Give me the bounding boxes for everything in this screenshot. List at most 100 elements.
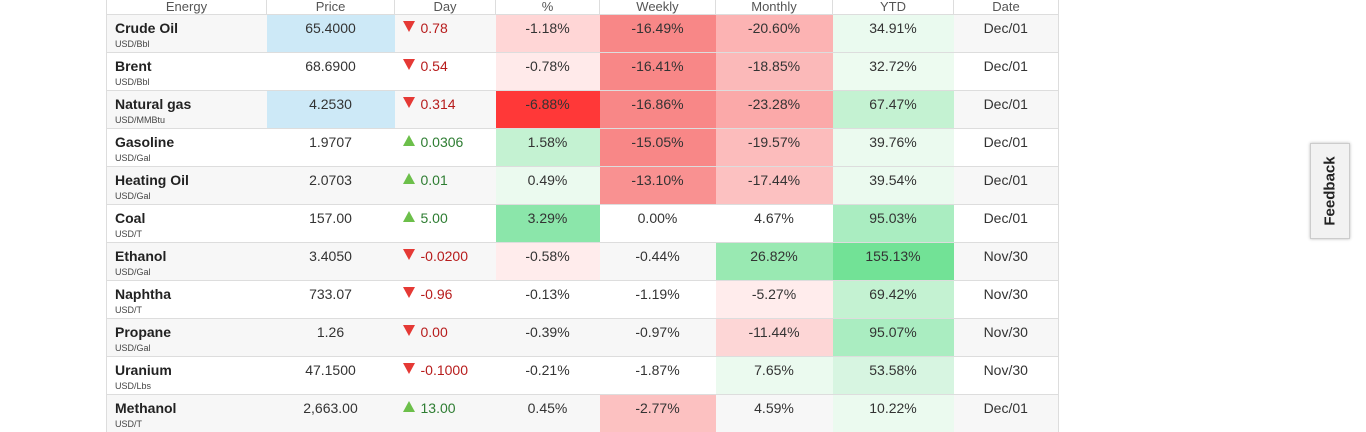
price: 157.00 [267, 205, 395, 226]
weekly-cell: 0.00% [600, 205, 716, 243]
weekly: -13.10% [600, 167, 716, 188]
percent-cell: 1.58% [496, 129, 600, 167]
date-cell: Dec/01 [954, 395, 1059, 432]
price-cell: 4.2530 [267, 91, 395, 129]
date: Nov/30 [954, 281, 1059, 302]
monthly-cell: -5.27% [716, 281, 833, 319]
monthly-cell: -18.85% [716, 53, 833, 91]
commodity-name: Ethanol [115, 243, 267, 264]
day-change: 13.00 [421, 400, 456, 416]
day-change: 0.0306 [421, 134, 464, 150]
price: 1.9707 [267, 129, 395, 150]
commodity-name: Heating Oil [115, 167, 267, 188]
commodity-name: Propane [115, 319, 267, 340]
day-wrap: -0.96 [403, 281, 496, 302]
column-header: Date [954, 0, 1059, 15]
ytd: 67.47% [833, 91, 954, 112]
column-header: Price [267, 0, 395, 15]
unit: USD/T [115, 229, 267, 239]
date: Nov/30 [954, 243, 1059, 264]
unit: USD/T [115, 305, 267, 315]
day-change: -0.0200 [421, 248, 468, 264]
weekly-cell: -13.10% [600, 167, 716, 205]
percent-cell: -0.58% [496, 243, 600, 281]
ytd: 95.07% [833, 319, 954, 340]
percent-cell: -1.18% [496, 15, 600, 53]
unit: USD/Lbs [115, 381, 267, 391]
price-cell: 733.07 [267, 281, 395, 319]
day-wrap: -0.0200 [403, 243, 496, 264]
weekly-cell: -15.05% [600, 129, 716, 167]
price-cell: 157.00 [267, 205, 395, 243]
monthly-cell: 4.59% [716, 395, 833, 432]
weekly: -16.86% [600, 91, 716, 112]
date: Nov/30 [954, 319, 1059, 340]
name-cell: Crude Oil USD/Bbl [107, 15, 267, 53]
weekly: 0.00% [600, 205, 716, 226]
price: 68.6900 [267, 53, 395, 74]
day-change-cell: 0.54 [395, 53, 496, 91]
unit: USD/Bbl [115, 39, 267, 49]
unit: USD/Gal [115, 343, 267, 353]
percent-cell: 3.29% [496, 205, 600, 243]
weekly: -16.49% [600, 15, 716, 36]
commodity-name: Crude Oil [115, 15, 267, 36]
price-cell: 65.4000 [267, 15, 395, 53]
percent-cell: -0.21% [496, 357, 600, 395]
day-change-cell: -0.0200 [395, 243, 496, 281]
ytd-cell: 95.07% [833, 319, 954, 357]
date-cell: Dec/01 [954, 167, 1059, 205]
date-cell: Nov/30 [954, 281, 1059, 319]
ytd-cell: 39.54% [833, 167, 954, 205]
weekly: -0.97% [600, 319, 716, 340]
date-cell: Nov/30 [954, 357, 1059, 395]
day-change-cell: 5.00 [395, 205, 496, 243]
commodity-name: Methanol [115, 395, 267, 416]
day-wrap: 0.01 [403, 167, 496, 188]
ytd-cell: 10.22% [833, 395, 954, 432]
unit: USD/T [115, 419, 267, 429]
monthly-cell: -19.57% [716, 129, 833, 167]
monthly: 4.67% [716, 205, 833, 226]
percent-cell: -0.78% [496, 53, 600, 91]
monthly: 26.82% [716, 243, 833, 264]
date-cell: Nov/30 [954, 243, 1059, 281]
unit: USD/Gal [115, 153, 267, 163]
date: Dec/01 [954, 53, 1059, 74]
percent: 3.29% [496, 205, 600, 226]
arrow-icon [403, 173, 415, 184]
day-change: 0.314 [421, 96, 456, 112]
weekly-cell: -0.44% [600, 243, 716, 281]
price: 1.26 [267, 319, 395, 340]
day-wrap: 5.00 [403, 205, 496, 226]
ytd-cell: 34.91% [833, 15, 954, 53]
price: 733.07 [267, 281, 395, 302]
price-cell: 3.4050 [267, 243, 395, 281]
date-cell: Dec/01 [954, 15, 1059, 53]
monthly-cell: -17.44% [716, 167, 833, 205]
day-wrap: 13.00 [403, 395, 496, 416]
feedback-label[interactable]: Feedback [1322, 156, 1339, 225]
weekly: -0.44% [600, 243, 716, 264]
ytd: 53.58% [833, 357, 954, 378]
monthly-cell: 4.67% [716, 205, 833, 243]
price: 4.2530 [267, 91, 395, 112]
percent-cell: 0.45% [496, 395, 600, 432]
commodity-name: Coal [115, 205, 267, 226]
feedback-tab[interactable]: Feedback [1310, 143, 1350, 239]
ytd-cell: 67.47% [833, 91, 954, 129]
day-change: 0.01 [421, 172, 448, 188]
monthly: -23.28% [716, 91, 833, 112]
monthly-cell: -11.44% [716, 319, 833, 357]
column-header: Weekly [600, 0, 716, 15]
price: 3.4050 [267, 243, 395, 264]
percent-cell: -0.13% [496, 281, 600, 319]
arrow-icon [403, 211, 415, 222]
